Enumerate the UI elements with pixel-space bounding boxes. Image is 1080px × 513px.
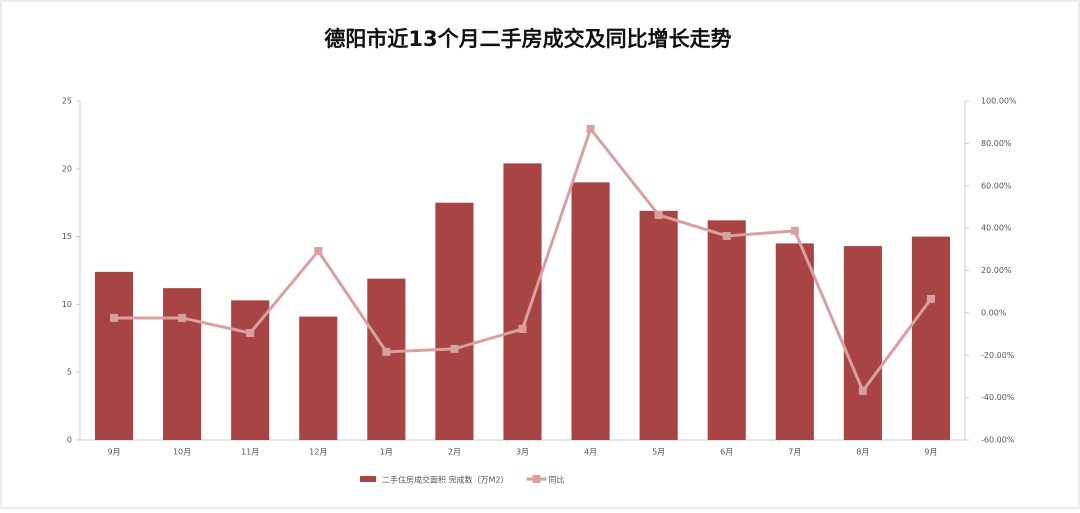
y2-tick-label: -40.00%	[981, 393, 1015, 402]
legend-label: 同比	[549, 475, 565, 485]
y2-tick-label: 0.00%	[981, 308, 1007, 317]
x-tick-label: 4月	[584, 448, 597, 457]
x-tick-label: 9月	[107, 448, 120, 457]
line-marker	[178, 313, 187, 322]
line-marker	[858, 386, 867, 395]
x-tick-label: 12月	[309, 448, 327, 457]
line-marker	[722, 231, 731, 240]
bar	[94, 271, 134, 440]
legend-swatch	[360, 476, 376, 482]
legend-swatch	[532, 475, 541, 483]
x-tick-label: 3月	[516, 448, 529, 457]
line-marker	[314, 247, 323, 256]
bar	[775, 243, 814, 440]
y-tick-label: 20	[62, 164, 72, 173]
line-marker	[926, 294, 935, 303]
y2-tick-label: 20.00%	[981, 266, 1012, 275]
bar	[639, 210, 678, 440]
bar	[571, 182, 610, 441]
x-tick-label: 11月	[241, 448, 259, 457]
bar	[707, 220, 746, 440]
line-marker	[110, 313, 119, 322]
y2-tick-label: -60.00%	[981, 436, 1015, 445]
bar	[231, 300, 270, 440]
y2-tick-label: 60.00%	[981, 181, 1012, 190]
bar	[911, 236, 951, 440]
line-marker	[654, 210, 663, 219]
bar	[299, 316, 338, 440]
x-tick-label: 1月	[380, 448, 393, 457]
x-tick-label: 2月	[448, 448, 461, 457]
y2-tick-label: 80.00%	[981, 139, 1012, 148]
x-tick-label: 9月	[924, 448, 937, 457]
y-tick-label: 25	[62, 97, 72, 106]
line-marker	[246, 329, 255, 338]
x-tick-label: 6月	[720, 448, 733, 457]
x-tick-label: 5月	[652, 448, 665, 457]
y2-tick-label: -20.00%	[981, 351, 1015, 360]
line-marker	[790, 226, 799, 235]
y2-tick-label: 100.00%	[981, 97, 1017, 106]
bar	[843, 246, 882, 440]
y-tick-label: 5	[67, 368, 72, 377]
bar	[503, 163, 542, 440]
x-tick-label: 7月	[788, 448, 801, 457]
y-tick-label: 0	[67, 436, 72, 445]
bar	[435, 202, 474, 440]
bar	[163, 288, 202, 440]
y2-tick-label: 40.00%	[981, 224, 1012, 233]
bar	[367, 278, 406, 440]
line-marker	[586, 124, 595, 133]
chart-title: 德阳市近13个月二手房成交及同比增长走势	[324, 27, 731, 51]
legend-label: 二手住房成交面积 完成数（万M2）	[382, 475, 509, 485]
line-marker	[382, 347, 391, 356]
x-tick-label: 8月	[856, 448, 869, 457]
y-tick-label: 15	[62, 232, 72, 241]
line-marker	[518, 324, 527, 333]
x-tick-label: 10月	[173, 448, 191, 457]
line-marker	[450, 344, 459, 353]
y-tick-label: 10	[62, 300, 72, 309]
